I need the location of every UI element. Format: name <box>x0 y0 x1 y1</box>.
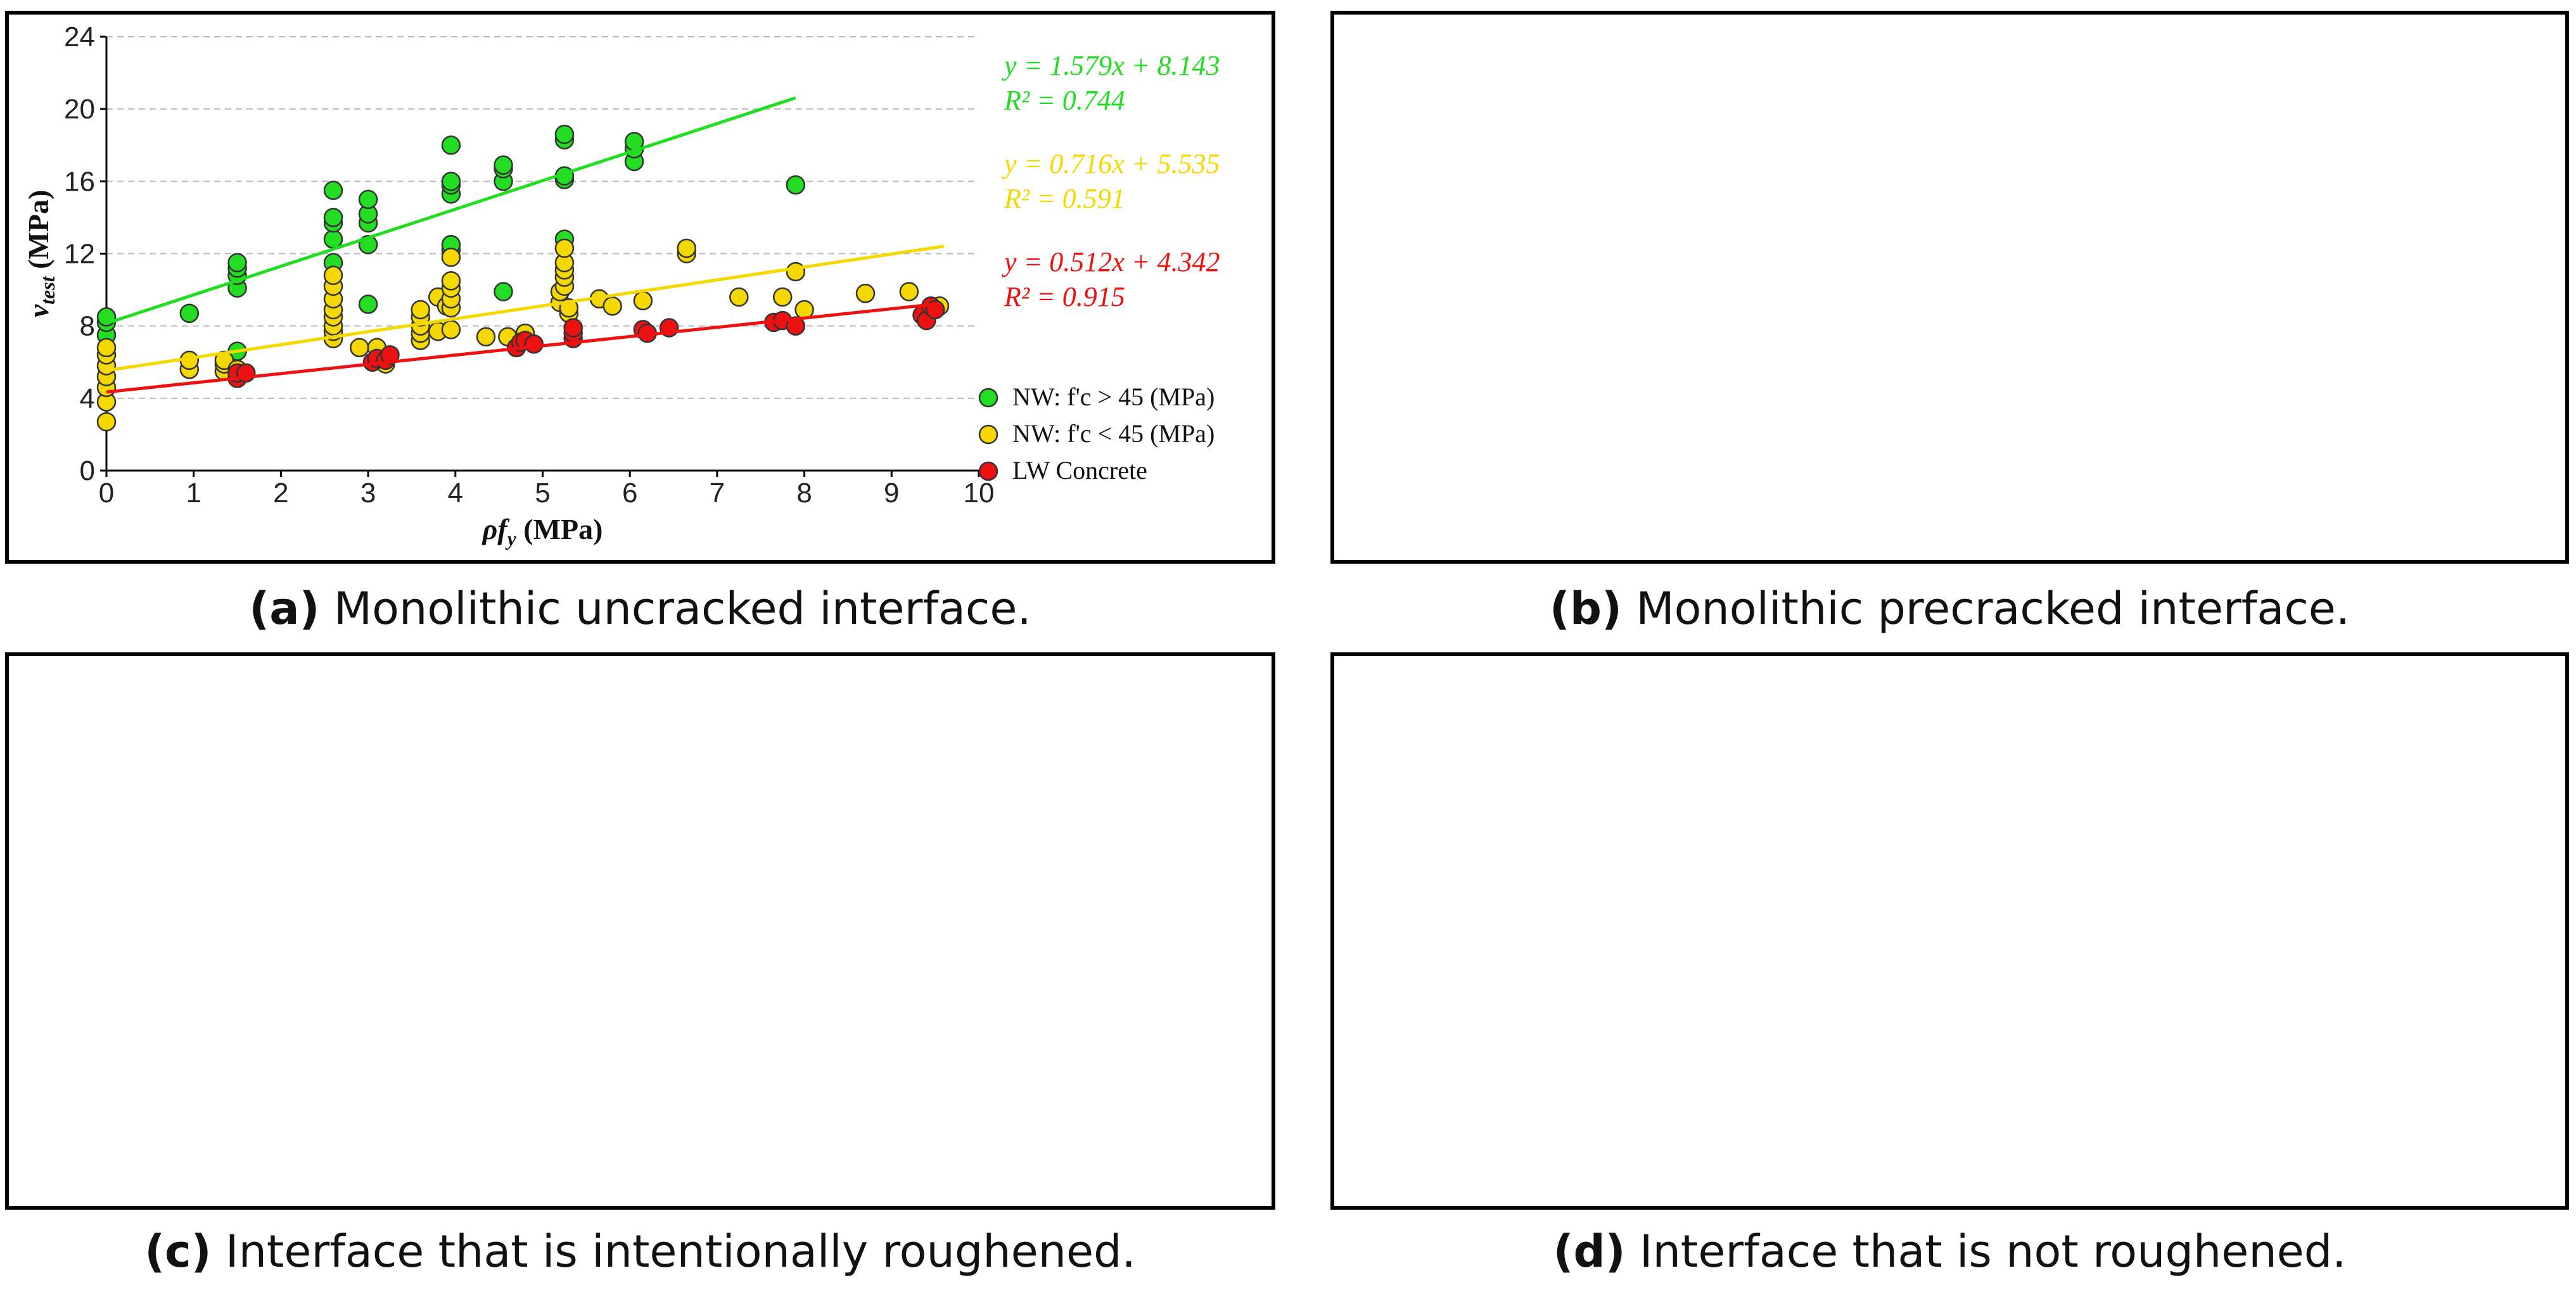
caption-a-text: Monolithic uncracked interface. <box>319 583 1031 635</box>
caption-b-text: Monolithic precracked interface. <box>1621 583 2350 635</box>
caption-b: (b) Monolithic precracked interface. <box>1330 583 2569 635</box>
caption-a: (a) Monolithic uncracked interface. <box>5 583 1275 635</box>
caption-d-text: Interface that is not roughened. <box>1625 1226 2347 1277</box>
caption-c-letter: (c) <box>144 1226 212 1277</box>
panel-a-frame <box>5 11 1275 564</box>
caption-b-letter: (b) <box>1549 583 1622 635</box>
caption-c-text: Interface that is intentionally roughene… <box>211 1226 1136 1277</box>
caption-a-letter: (a) <box>249 583 320 635</box>
caption-c: (c) Interface that is intentionally roug… <box>5 1226 1275 1277</box>
caption-d-letter: (d) <box>1553 1226 1626 1277</box>
caption-d: (d) Interface that is not roughened. <box>1330 1226 2569 1277</box>
panel-d-frame <box>1330 652 2569 1210</box>
panel-b-frame <box>1330 11 2569 564</box>
panel-c-frame <box>5 652 1275 1210</box>
